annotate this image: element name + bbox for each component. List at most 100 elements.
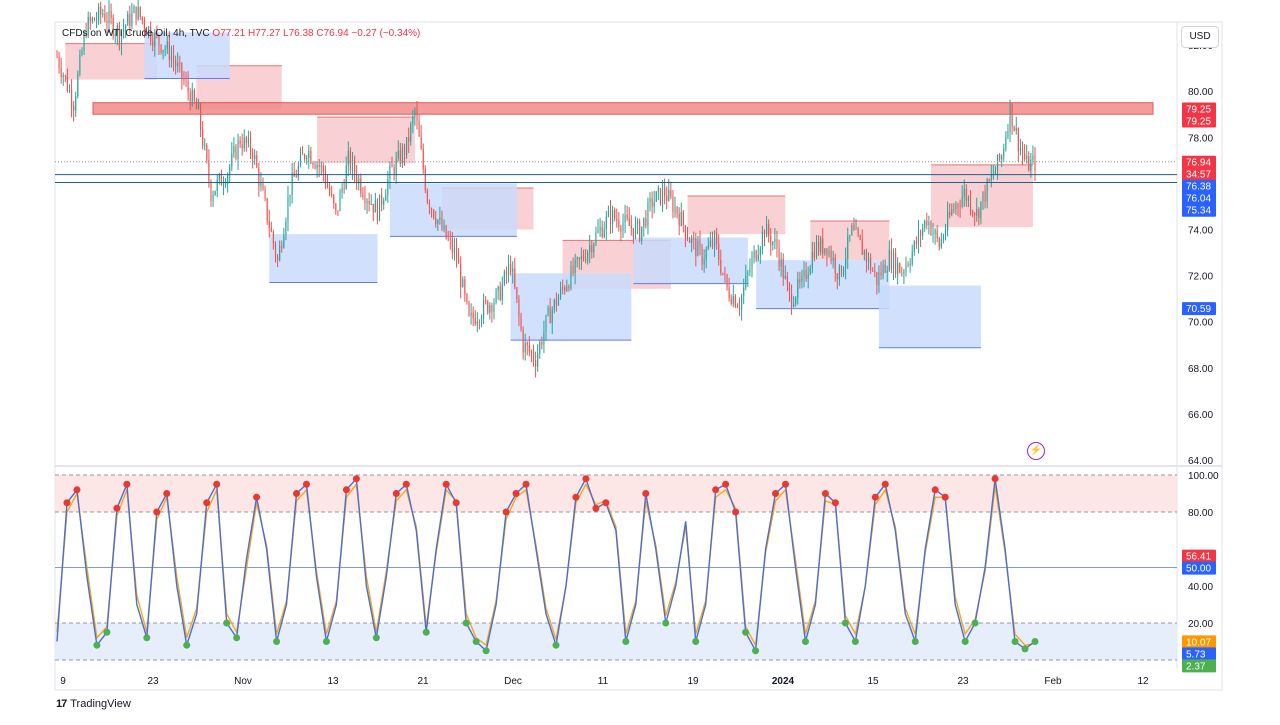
candle-body <box>426 190 428 203</box>
candle <box>104 5 106 23</box>
candle <box>514 257 516 290</box>
overbought-marker <box>522 480 530 488</box>
candle-body <box>507 263 510 275</box>
candle <box>657 185 659 201</box>
candle <box>451 232 453 260</box>
candle <box>761 225 763 255</box>
candle-body <box>349 150 351 170</box>
candle <box>776 230 778 258</box>
candle <box>616 208 618 228</box>
overbought-marker <box>592 504 600 512</box>
candle-body <box>940 239 942 248</box>
candle <box>1030 153 1032 178</box>
candle-body <box>135 6 137 20</box>
candle <box>1011 103 1013 136</box>
candle <box>510 255 512 276</box>
candle-body <box>624 214 626 224</box>
candle <box>634 216 637 240</box>
candle-body <box>890 249 892 270</box>
stoch-value-box <box>1182 561 1216 575</box>
candle <box>289 194 291 207</box>
candle-body <box>285 221 287 236</box>
candle-body <box>480 318 483 323</box>
candle-body <box>803 269 805 276</box>
candle-body <box>287 196 289 222</box>
candle-body <box>370 203 372 205</box>
candle <box>1026 144 1028 164</box>
candle <box>258 162 260 197</box>
candle-body <box>549 307 551 324</box>
candle-body <box>235 146 237 159</box>
candle-body <box>339 192 341 211</box>
candle-body <box>120 31 123 44</box>
candle <box>845 247 847 280</box>
candle-body <box>385 194 387 201</box>
alert-lightning-icon[interactable]: ⚡ <box>1027 442 1045 460</box>
candle-body <box>441 217 443 230</box>
candle-body <box>778 248 780 267</box>
candle-body <box>909 263 911 266</box>
candle-body <box>595 232 597 244</box>
candle <box>91 16 93 24</box>
candle-body <box>1015 128 1017 131</box>
candle <box>678 207 680 236</box>
oversold-marker <box>273 638 281 645</box>
candle <box>437 219 439 232</box>
candle-body <box>189 92 191 106</box>
candle-body <box>807 274 809 279</box>
candle-body <box>761 231 763 249</box>
footer-branding[interactable]: 17 TradingView <box>56 698 131 710</box>
currency-button[interactable]: USD <box>1181 26 1219 48</box>
price-label-text: 75.34 <box>1186 206 1211 217</box>
candle <box>75 91 77 117</box>
candle <box>485 296 487 305</box>
candle <box>435 210 437 228</box>
candle <box>220 169 222 186</box>
candle <box>584 249 587 264</box>
candle-body <box>308 150 310 158</box>
candle <box>381 188 383 212</box>
candle-body <box>951 208 953 215</box>
symbol-title[interactable]: CFDs on WTI Crude Oil, 4h, TVC <box>62 28 210 39</box>
candle <box>749 258 751 277</box>
overbought-marker <box>642 490 650 497</box>
candle <box>876 271 878 295</box>
candle-body <box>786 275 788 284</box>
candle <box>333 194 335 209</box>
candle <box>632 227 634 244</box>
candle <box>1013 125 1015 132</box>
candle <box>988 178 990 182</box>
candle-body <box>978 208 980 219</box>
candle <box>1024 143 1026 161</box>
candle <box>291 163 293 204</box>
candle <box>605 210 607 241</box>
candle <box>730 294 732 306</box>
oversold-marker <box>462 619 470 627</box>
candle <box>555 292 557 312</box>
candle <box>414 107 416 126</box>
candle <box>701 243 703 271</box>
candle-body <box>358 178 360 184</box>
overbought-marker <box>342 486 350 494</box>
candle-body <box>306 157 308 159</box>
candle-body <box>876 272 878 286</box>
candle-body <box>749 269 751 273</box>
candle-body <box>106 20 108 23</box>
candle <box>301 146 304 155</box>
candle <box>156 25 158 39</box>
candle-body <box>462 279 464 288</box>
stoch-tick-label: 80.00 <box>1188 508 1213 519</box>
candle <box>903 268 905 285</box>
candle-body <box>483 300 485 319</box>
candle <box>401 143 403 169</box>
candle-body <box>657 188 659 192</box>
candle-body <box>414 110 416 117</box>
candle <box>239 136 241 148</box>
price-tick-label: 78.00 <box>1188 133 1213 144</box>
candle-body <box>195 101 197 110</box>
candle-body <box>291 172 293 195</box>
candle-body <box>337 210 339 212</box>
candle-body <box>447 238 449 240</box>
candle <box>778 239 780 272</box>
